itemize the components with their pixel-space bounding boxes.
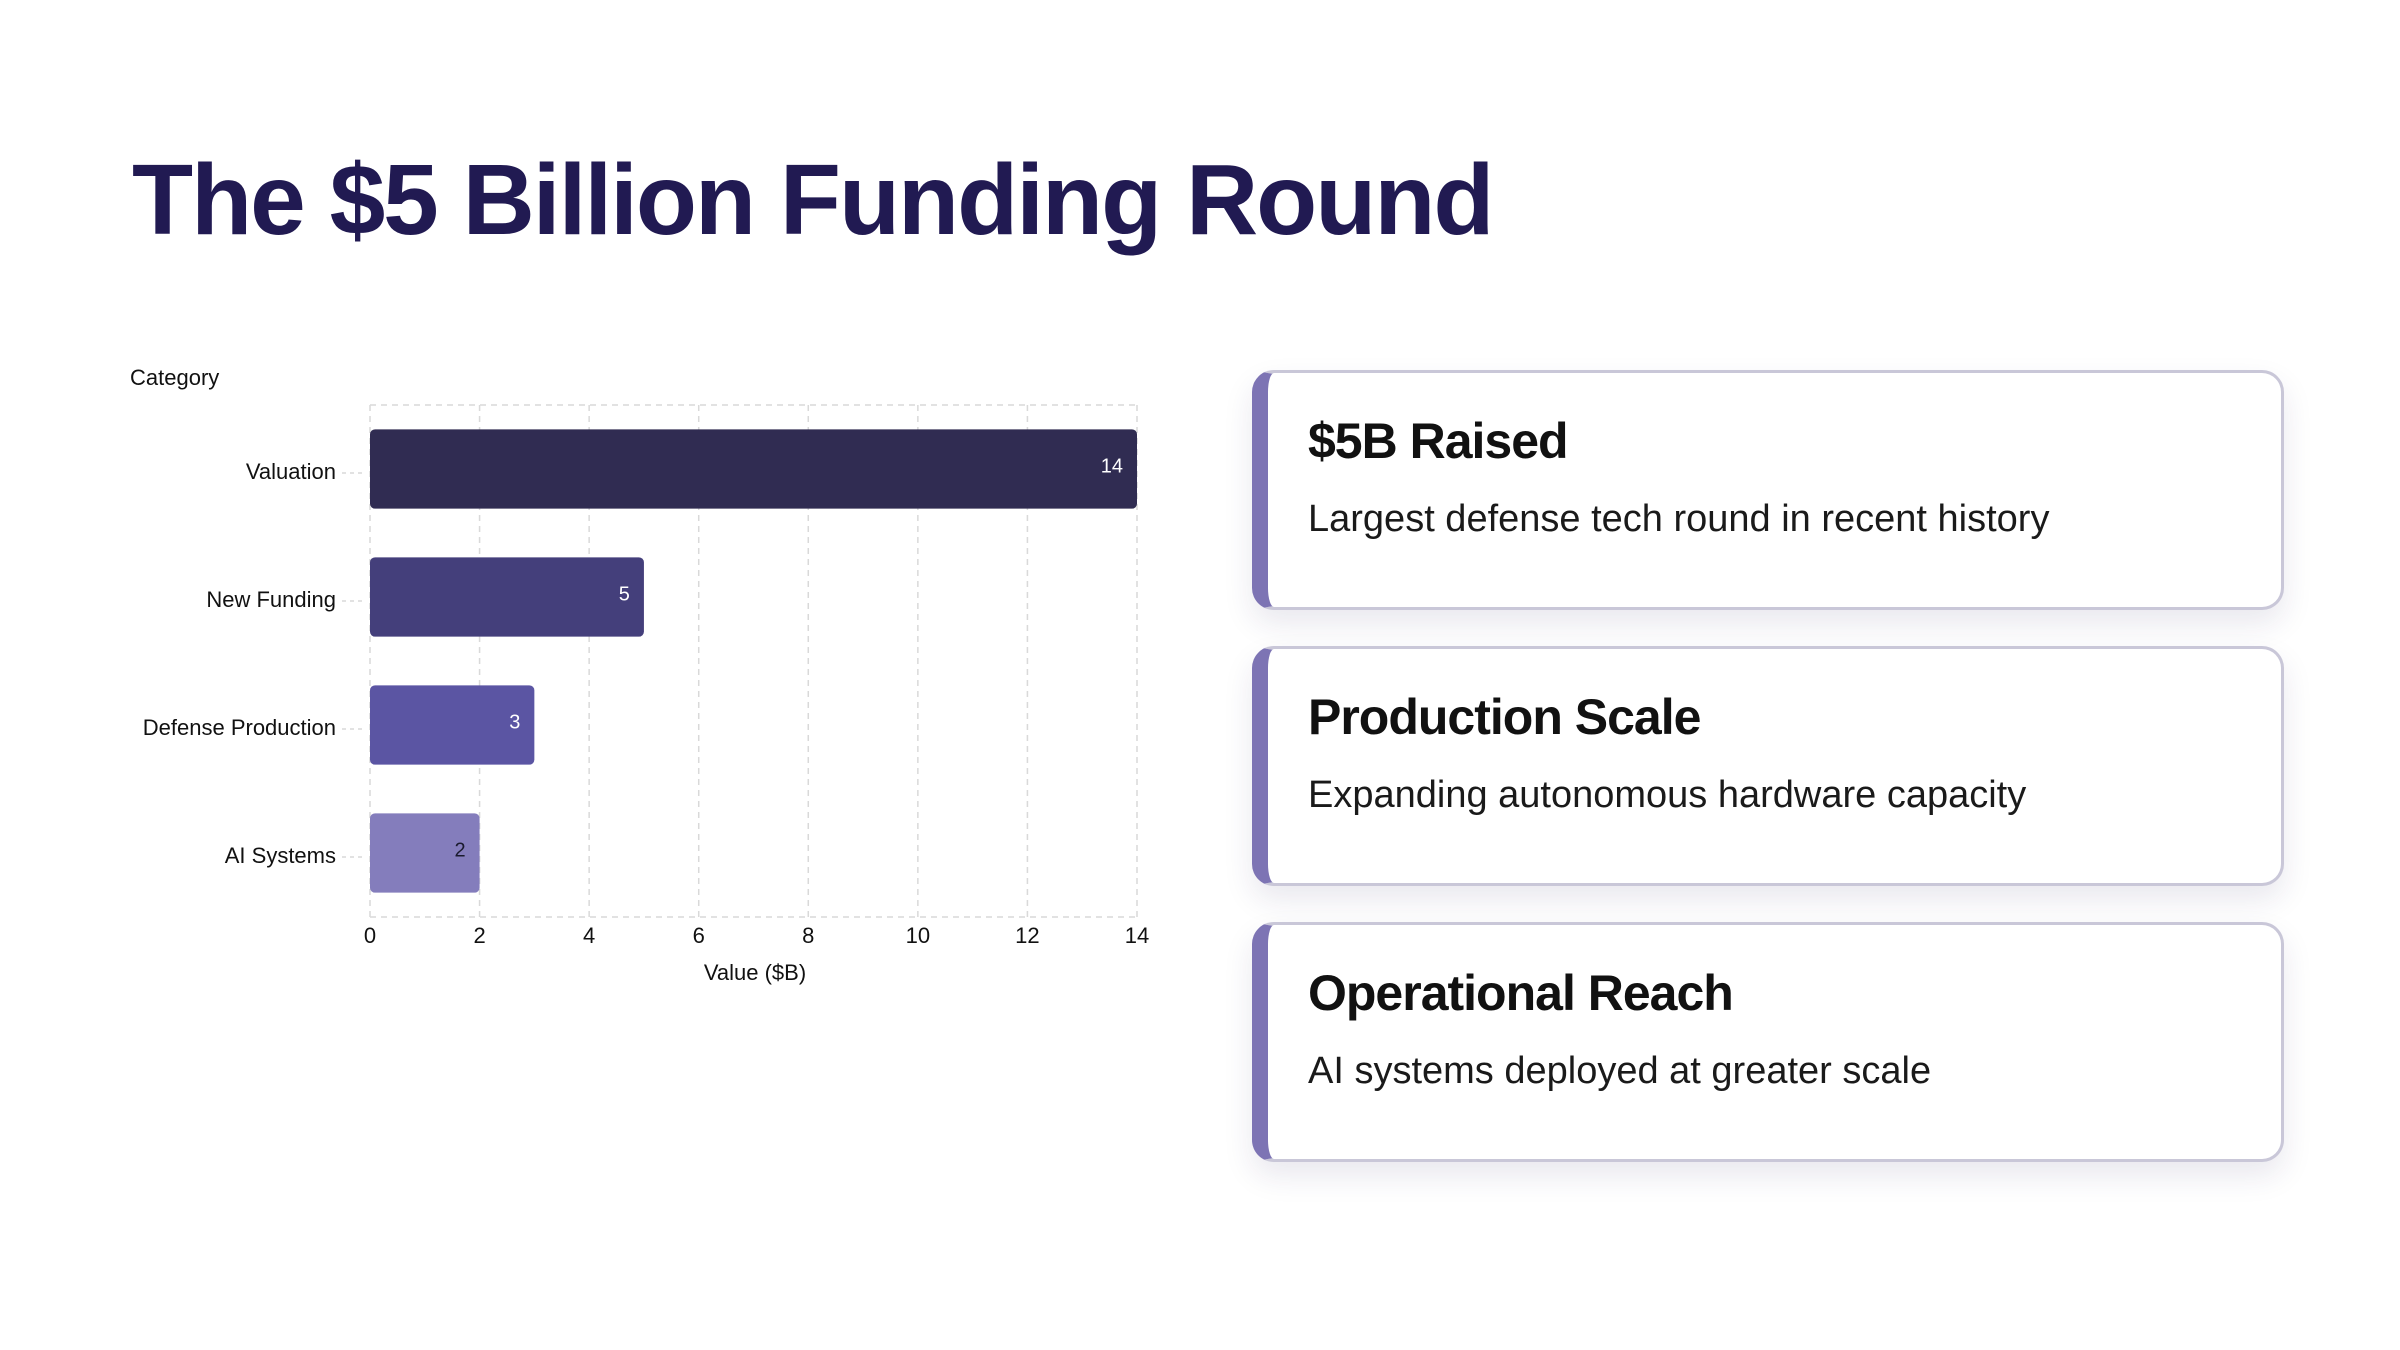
x-tick-label: 6 [693, 923, 705, 948]
category-label: New Funding [206, 587, 336, 612]
x-tick-label: 8 [802, 923, 814, 948]
x-tick-label: 10 [906, 923, 930, 948]
bar-value-label: 2 [454, 839, 465, 861]
x-tick-label: 2 [473, 923, 485, 948]
bar-chart-svg: 14 5 3 2 0 2 4 6 8 10 12 14 Valuation New Funding De… [130, 365, 1149, 985]
bar-defense-production [370, 685, 535, 765]
category-label: Valuation [246, 459, 336, 484]
x-tick-label: 4 [583, 923, 595, 948]
bar-value-label: 3 [509, 711, 520, 733]
card-title: $5B Raised [1308, 413, 1569, 469]
bar-ai-systems [370, 813, 480, 893]
card-description: AI systems deployed at greater scale [1308, 1050, 1932, 1092]
category-label: AI Systems [225, 843, 336, 868]
y-axis-title: Category [130, 365, 219, 390]
bar-new-funding [370, 557, 644, 637]
x-tick-label: 12 [1015, 923, 1039, 948]
x-tick-labels: 0 2 4 6 8 10 12 14 [364, 923, 1149, 948]
slide-title: The $5 Billion Funding Round [132, 144, 1495, 256]
chart-grid [369, 404, 1138, 918]
card-operational-reach: Operational Reach AI systems deployed at… [1252, 922, 2284, 1162]
card-production-scale: Production Scale Expanding autonomous ha… [1252, 646, 2284, 886]
key-points-cards: $5B Raised Largest defense tech round in… [1252, 370, 2284, 1198]
card-funding-raised: $5B Raised Largest defense tech round in… [1252, 370, 2284, 610]
card-title: Production Scale [1308, 689, 1701, 745]
category-labels: Valuation New Funding Defense Production AI… [143, 459, 362, 868]
bar-value-label: 5 [619, 583, 630, 605]
bar-valuation [370, 429, 1137, 509]
x-axis-title: Value ($B) [704, 960, 806, 985]
x-tick-label: 0 [364, 923, 376, 948]
bar-chart: 14 5 3 2 0 2 4 6 8 10 12 14 Valuation New Funding De… [120, 355, 1200, 1005]
card-description: Largest defense tech round in recent his… [1308, 498, 2050, 540]
category-label: Defense Production [143, 715, 336, 740]
x-tick-label: 14 [1125, 923, 1149, 948]
bar-value-label: 14 [1101, 455, 1123, 477]
chart-bars: 14 5 3 2 [370, 429, 1137, 893]
card-description: Expanding autonomous hardware capacity [1308, 774, 2027, 816]
card-title: Operational Reach [1308, 965, 1734, 1021]
